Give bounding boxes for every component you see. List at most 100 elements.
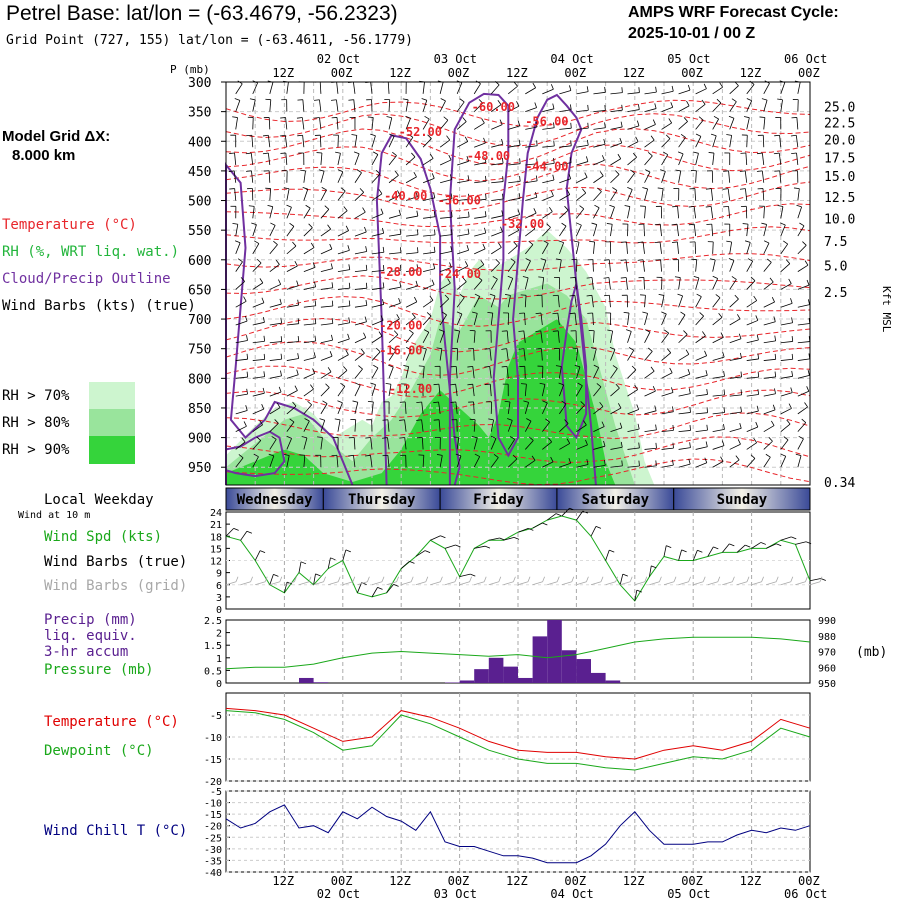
wind-barb [590, 347, 597, 361]
wind-barb [660, 169, 666, 183]
wind-barb-flag [785, 259, 791, 264]
wind-barb-staff [729, 279, 737, 290]
wind-barb-staff [763, 376, 776, 379]
wind-barb-flag [766, 258, 772, 263]
wind-barb [457, 245, 470, 255]
wind-barb [320, 351, 333, 361]
wind-barb [780, 317, 793, 326]
wind-barb-flag [474, 453, 480, 457]
wind-barb-flag [501, 157, 504, 164]
wind-barb-staff [559, 225, 567, 237]
wind-barb-true [342, 549, 347, 561]
wind-barb-staff [610, 368, 618, 379]
wind-barb-staff [405, 176, 417, 184]
wind-barb-staff [693, 224, 697, 237]
wind-barb-staff [422, 300, 434, 308]
wind-barb-flag [312, 368, 316, 374]
wind-barb [695, 116, 704, 130]
wind-barb [554, 276, 560, 290]
wind-barb-flag [670, 102, 674, 108]
wind-barb [554, 348, 560, 361]
wind-barb-staff [337, 305, 350, 308]
wind-barb [371, 227, 385, 237]
wind-barb-staff [406, 269, 418, 273]
wind-barb-staff [661, 372, 673, 379]
wind-barb-true-flag [622, 573, 628, 577]
isotherm-contour [225, 113, 811, 147]
wind-barb [523, 400, 529, 414]
wind-barb [403, 365, 410, 379]
wind-barb [262, 152, 271, 166]
wind-barb-grid [576, 581, 587, 586]
wind-barb-staff [440, 179, 452, 184]
wind-barb [542, 456, 554, 468]
legend-wind-barbs: Wind Barbs (kts) (true) [2, 298, 196, 314]
wind-barb-flag [540, 258, 547, 261]
wind-barb-staff [644, 139, 655, 148]
wind-barb-true-flag [636, 589, 642, 593]
wind-barb-flag [558, 240, 564, 244]
legend-rh: RH (%, WRT liq. wat.) [2, 244, 180, 260]
wind-barb-staff [661, 90, 674, 95]
wind-barb-staff [354, 135, 358, 148]
wind-barb-staff [575, 277, 577, 290]
precip-bar [605, 680, 621, 683]
wind-barb-staff [235, 261, 243, 272]
wind-barb-flag [507, 418, 513, 421]
wind-barb [439, 154, 452, 166]
wind-barb [661, 406, 674, 415]
wind-barb [354, 348, 365, 361]
wind-barb [235, 258, 243, 272]
wind-barb-grid-flag [600, 576, 604, 582]
wind-barb-staff [252, 99, 256, 112]
pressure-axis-label: P (mb) [170, 63, 210, 76]
wind-barb-flag [517, 209, 521, 215]
wind-barb [627, 136, 639, 148]
wind-barb-flag [312, 262, 316, 268]
wind-barb-flag [416, 229, 419, 235]
temperature-line [225, 707, 811, 760]
wind-barb [712, 332, 724, 344]
wind-barb-staff [474, 198, 487, 201]
wind-barb [655, 259, 662, 272]
wind-barb-true [692, 550, 698, 561]
wind-barb-staff [676, 224, 679, 237]
wind-barb-staff [404, 437, 407, 450]
wind-barb-flag [743, 116, 750, 119]
wind-barb-true-flag [377, 587, 383, 590]
wind-barb-grid [298, 581, 310, 586]
wind-barb-staff [320, 305, 333, 308]
wind-barb-grid [225, 581, 237, 586]
wind-barb [576, 172, 588, 184]
wind-barb [371, 265, 385, 273]
wind-barb [587, 259, 594, 272]
wind-barb [405, 171, 417, 184]
wind-barb-staff [644, 108, 657, 113]
wind-barb-staff [388, 252, 402, 255]
wind-barb-staff [235, 425, 247, 433]
wind-barb-flag [687, 368, 691, 375]
wind-barb-staff [474, 216, 487, 219]
cloud-outline [225, 162, 354, 486]
wind-barb [280, 117, 288, 130]
wind-barb [388, 298, 401, 308]
wind-barb-flag [650, 135, 655, 141]
wind-barb-grid-flag [819, 576, 823, 582]
wind-barb-flag [586, 459, 589, 465]
wind-barb-staff [388, 269, 401, 273]
wind-barb-grid-flag [673, 576, 677, 582]
weekday-label: Thursday [348, 492, 416, 508]
wind-barb-staff [286, 358, 299, 361]
wind-barb [729, 276, 737, 290]
wind-barb [283, 453, 290, 468]
wind-barb-staff [695, 394, 708, 397]
wind-barb-flag [261, 297, 265, 303]
wind-barb-flag [319, 418, 325, 421]
wind-barb-staff [729, 376, 742, 379]
wind-barb [371, 189, 383, 201]
wind-barb [644, 119, 656, 130]
wind-barb-flag [329, 243, 333, 250]
wind-barb [440, 246, 453, 255]
wind-barb [473, 453, 481, 468]
precip-panel-ytick-label: 1.5 [204, 641, 222, 652]
